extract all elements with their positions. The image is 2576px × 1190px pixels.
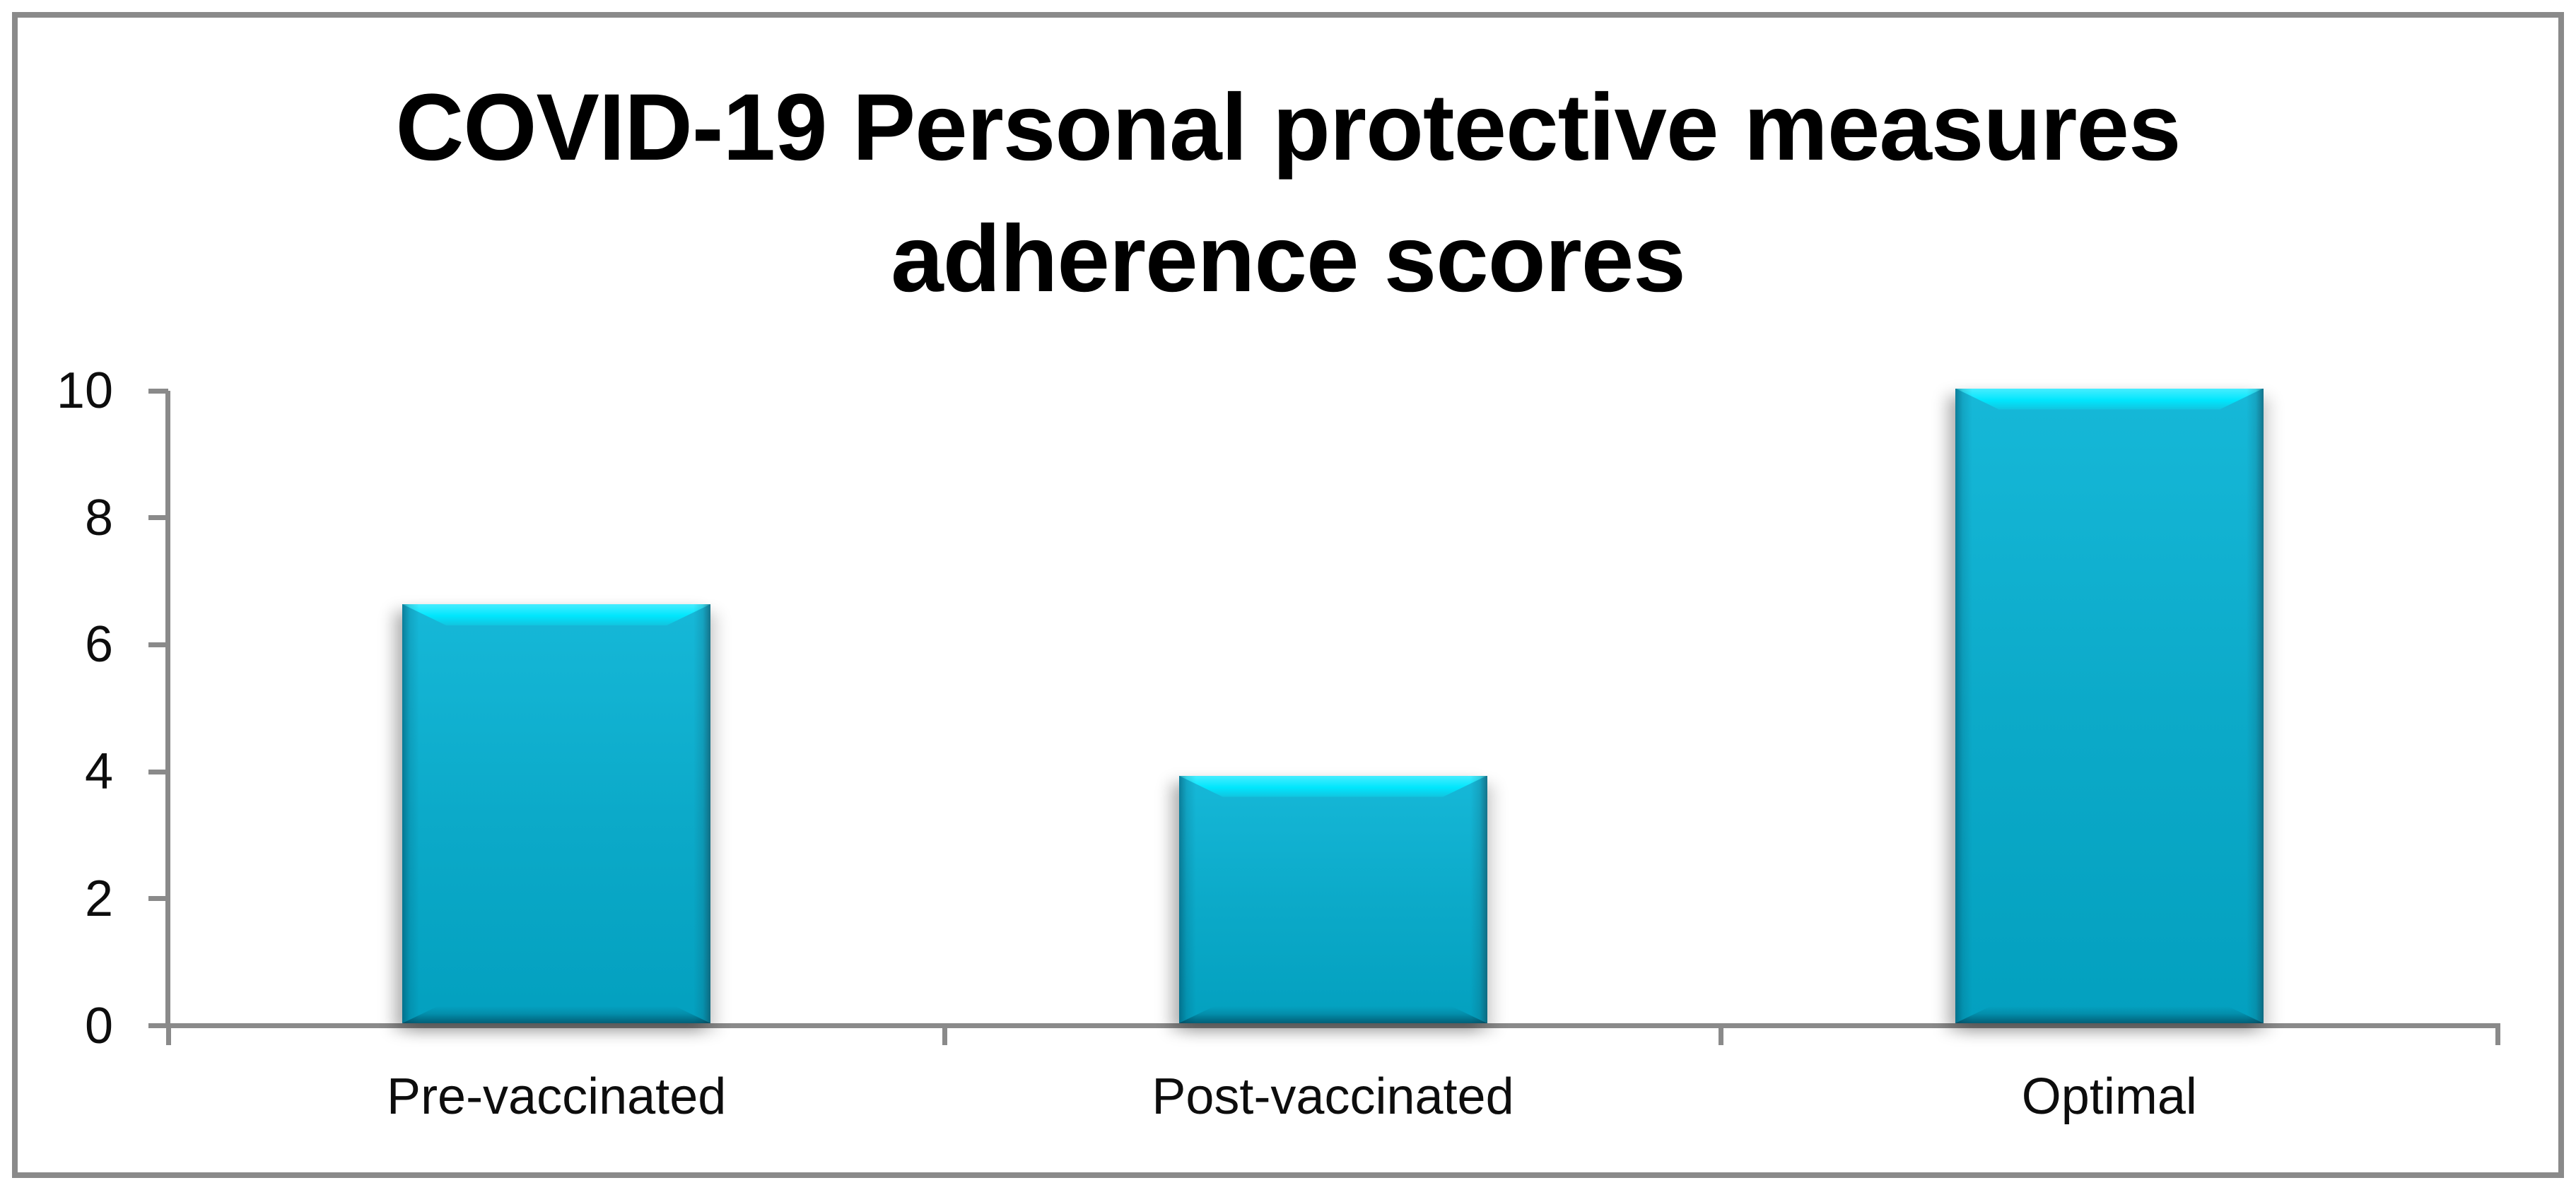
y-tick-mark: [148, 1023, 168, 1028]
chart-title-line-2: adherence scores: [891, 206, 1686, 312]
bar-bevel-right: [1470, 775, 1487, 1023]
x-category-label: Pre-vaccinated: [387, 1068, 727, 1125]
bar-bevel-bottom: [1955, 1006, 2264, 1023]
chart-title: COVID-19 Personal protective measures ad…: [0, 62, 2576, 325]
bar-bevel-top: [1179, 776, 1487, 797]
x-tick-mark: [942, 1023, 947, 1045]
y-tick-label: 0: [84, 997, 113, 1054]
y-tick-mark: [148, 896, 168, 902]
x-tick-mark: [165, 1023, 171, 1045]
y-tick-label: 6: [84, 616, 113, 673]
y-tick-mark: [148, 769, 168, 774]
y-tick-mark: [148, 388, 168, 394]
bar-post-vaccinated: [1178, 775, 1487, 1023]
x-axis-line: [148, 1023, 2500, 1028]
bar-bevel-bottom: [1179, 1006, 1487, 1023]
bar-bevel-left: [1178, 775, 1196, 1023]
x-category-label: Post-vaccinated: [1152, 1068, 1514, 1125]
y-tick-label: 4: [84, 743, 113, 801]
chart-title-line-1: COVID-19 Personal protective measures: [395, 75, 2182, 180]
y-tick-label: 2: [84, 870, 113, 927]
bar-bevel-bottom: [402, 1006, 710, 1023]
bar-bevel-right: [693, 603, 711, 1023]
bar-bevel-top: [1955, 389, 2264, 410]
y-axis-line: [165, 391, 170, 1026]
x-tick-mark: [2495, 1023, 2500, 1045]
y-tick-label: 8: [84, 489, 113, 546]
y-tick-mark: [148, 642, 168, 647]
bar-optimal: [1955, 388, 2264, 1023]
y-tick-mark: [148, 515, 168, 521]
bar-bevel-left: [1955, 388, 1972, 1023]
y-tick-label: 10: [56, 363, 113, 419]
bar-pre-vaccinated: [402, 603, 711, 1023]
x-tick-mark: [1719, 1023, 1724, 1045]
x-category-label: Optimal: [2021, 1068, 2197, 1125]
bar-bevel-left: [402, 603, 420, 1023]
bar-bevel-right: [2246, 388, 2264, 1023]
bar-bevel-top: [402, 604, 710, 625]
